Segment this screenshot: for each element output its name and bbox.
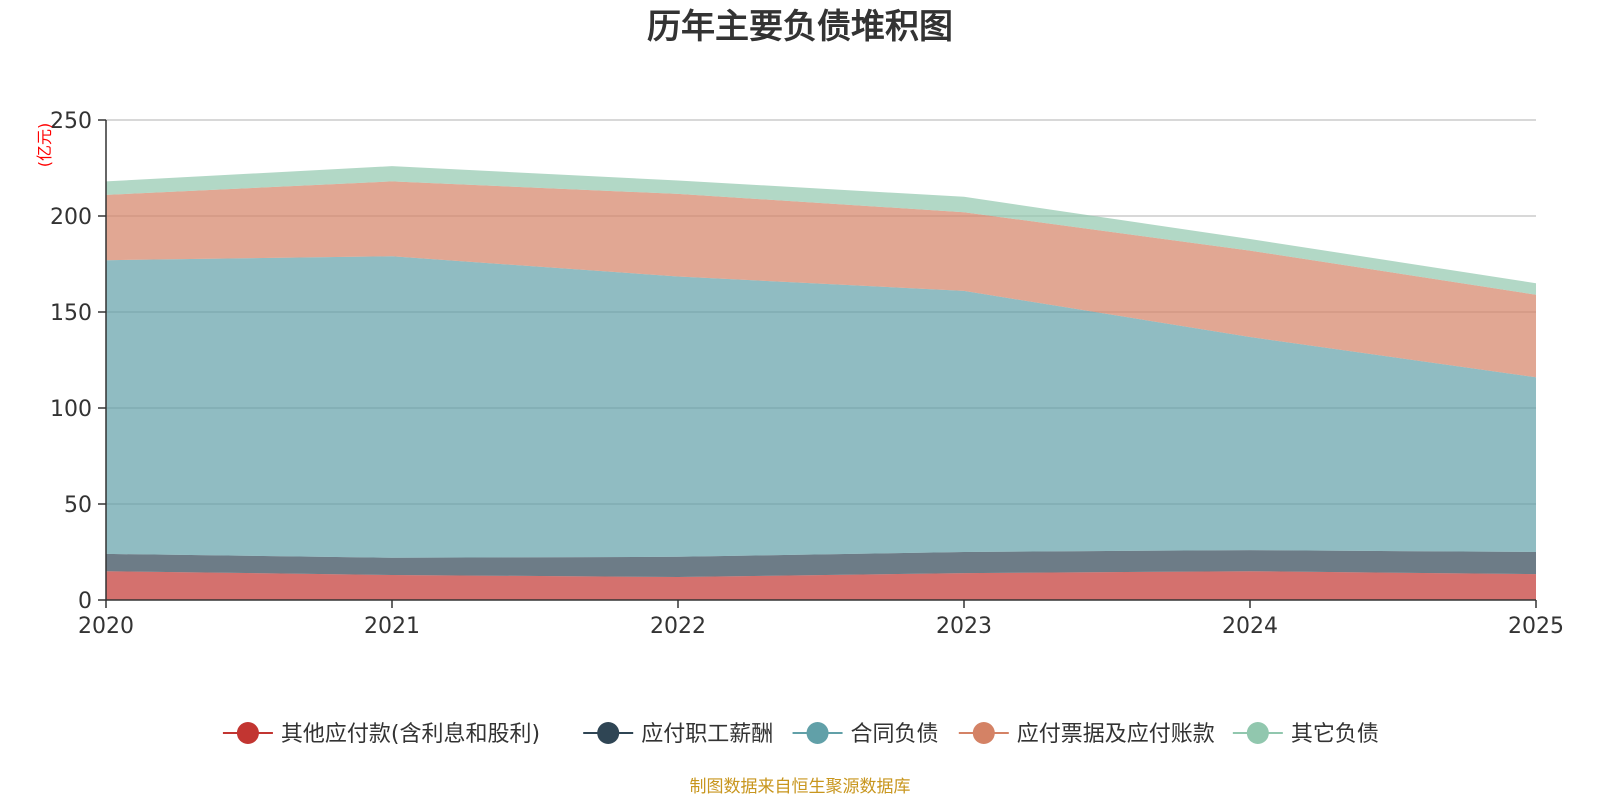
legend-dot-icon bbox=[972, 722, 995, 744]
y-axis-unit-label: (亿元) bbox=[35, 123, 54, 168]
legend-label: 应付票据及应付账款 bbox=[1017, 722, 1215, 747]
x-tick-label: 2024 bbox=[1222, 614, 1278, 639]
legend-item-3[interactable]: 应付票据及应付账款 bbox=[958, 722, 1215, 747]
x-tick-label: 2021 bbox=[364, 614, 420, 639]
legend-label: 其它负债 bbox=[1291, 722, 1379, 747]
x-tick-label: 2020 bbox=[78, 614, 134, 639]
y-tick-label: 0 bbox=[78, 589, 92, 614]
area-series-1[interactable] bbox=[106, 550, 1536, 577]
y-tick-label: 50 bbox=[64, 493, 92, 518]
legend-item-4[interactable]: 其它负债 bbox=[1232, 722, 1379, 747]
area-series-4[interactable] bbox=[106, 166, 1536, 295]
area-series-0[interactable] bbox=[106, 571, 1536, 600]
data-source-footer: 制图数据来自恒生聚源数据库 bbox=[690, 777, 911, 797]
legend-label: 应付职工薪酬 bbox=[641, 722, 773, 747]
x-tick-label: 2022 bbox=[650, 614, 706, 639]
legend[interactable]: 其他应付款(含利息和股利) 应付职工薪酬 合同负债 应付票据及应付账款 其它负债 bbox=[222, 722, 1379, 747]
legend-item-0[interactable]: 其他应付款(含利息和股利) bbox=[222, 722, 540, 747]
area-series-2[interactable] bbox=[106, 256, 1536, 558]
legend-label: 其他应付款(含利息和股利) bbox=[281, 722, 540, 747]
y-tick-label: 100 bbox=[50, 397, 92, 422]
chart-title: 历年主要负债堆积图 bbox=[647, 7, 953, 47]
x-tick-label: 2025 bbox=[1508, 614, 1564, 639]
y-tick-label: 200 bbox=[50, 205, 92, 230]
legend-item-1[interactable]: 应付职工薪酬 bbox=[583, 722, 773, 747]
legend-dot-icon bbox=[1246, 722, 1269, 744]
legend-item-2[interactable]: 合同负债 bbox=[792, 722, 939, 747]
x-tick-label: 2023 bbox=[936, 614, 992, 639]
legend-dot-icon bbox=[236, 722, 259, 744]
y-tick-label: 150 bbox=[50, 301, 92, 326]
legend-dot-icon bbox=[597, 722, 620, 744]
area-series bbox=[106, 166, 1536, 600]
legend-dot-icon bbox=[806, 722, 829, 744]
legend-label: 合同负债 bbox=[851, 722, 939, 747]
area-series-3[interactable] bbox=[106, 181, 1536, 378]
axes: 0 50 100 150 200 250 2020 2021 2022 2023 2024 2025 bbox=[50, 109, 1564, 639]
y-tick-label: 250 bbox=[50, 109, 92, 134]
